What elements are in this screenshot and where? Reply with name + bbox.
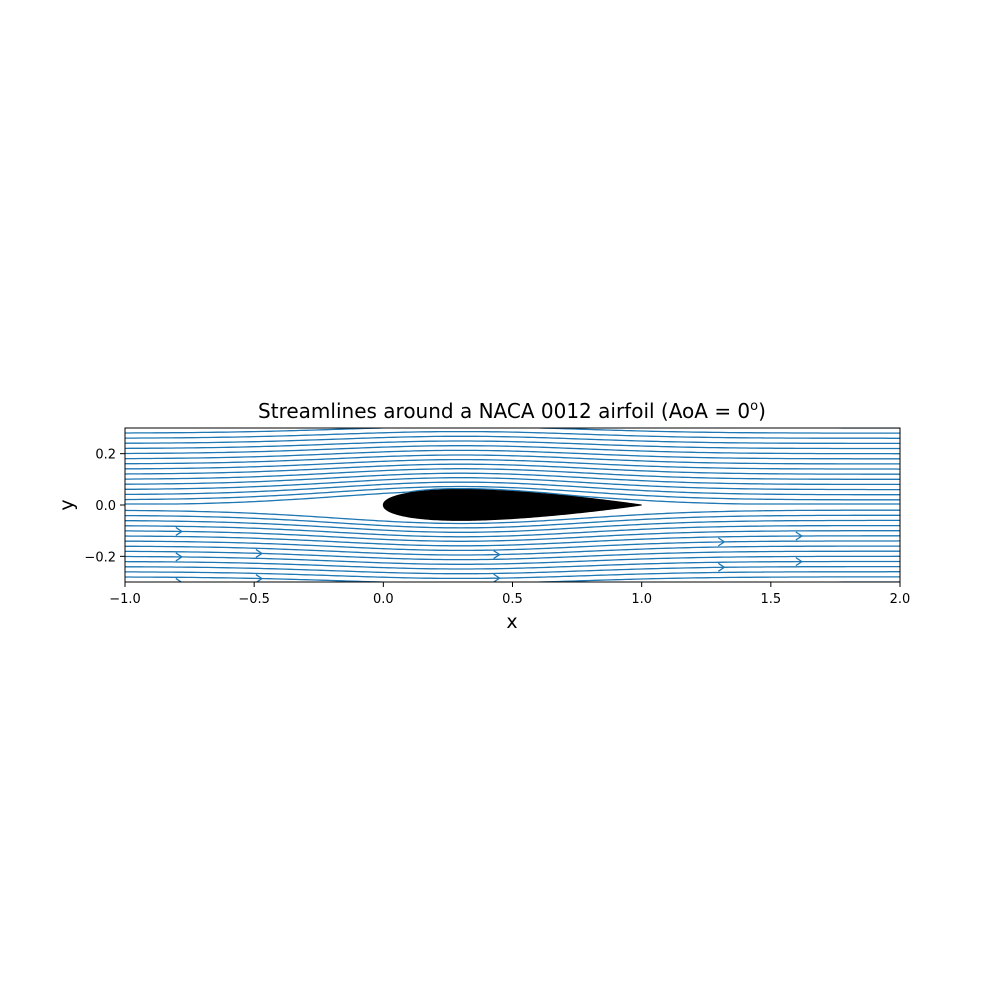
streamline bbox=[125, 481, 900, 496]
y-axis-label: y bbox=[56, 499, 78, 510]
streamline bbox=[125, 428, 900, 434]
streamlines bbox=[125, 428, 900, 582]
streamline bbox=[125, 524, 900, 538]
streamline-arrow bbox=[717, 562, 726, 572]
streamline bbox=[125, 477, 900, 491]
x-tick-label: −1.0 bbox=[109, 592, 141, 607]
streamline bbox=[125, 514, 900, 529]
plot-area bbox=[125, 428, 900, 582]
y-tick-label: 0.0 bbox=[95, 499, 116, 514]
streamline bbox=[125, 449, 900, 460]
streamline-arrow bbox=[795, 531, 804, 541]
streamline bbox=[125, 435, 900, 445]
streamline bbox=[125, 571, 900, 580]
x-axis: −1.0 −0.5 0.0 0.5 1.0 1.5 2.0 bbox=[109, 582, 910, 607]
streamline bbox=[125, 530, 900, 542]
x-tick-label: 0.0 bbox=[373, 592, 394, 607]
streamline-arrow bbox=[175, 552, 184, 562]
streamline bbox=[125, 545, 900, 556]
streamline bbox=[125, 535, 900, 547]
streamline-arrow bbox=[175, 526, 184, 537]
streamline-arrow bbox=[717, 537, 726, 547]
streamline bbox=[125, 560, 900, 570]
streamline-arrow bbox=[493, 573, 501, 582]
streamline-arrow bbox=[795, 557, 804, 567]
x-axis-label: x bbox=[506, 611, 517, 633]
streamline bbox=[125, 565, 900, 575]
streamline bbox=[125, 440, 900, 450]
streamline bbox=[125, 509, 900, 525]
streamline bbox=[125, 555, 900, 565]
x-tick-label: 0.5 bbox=[502, 592, 523, 607]
streamline-arrow bbox=[255, 574, 264, 582]
chart-title: Streamlines around a NACA 0012 airfoil (… bbox=[258, 399, 766, 423]
streamline bbox=[125, 550, 900, 561]
streamline bbox=[125, 487, 900, 505]
x-tick-label: 1.5 bbox=[760, 592, 781, 607]
streamline-arrow bbox=[493, 550, 501, 560]
x-tick-label: 2.0 bbox=[890, 592, 911, 607]
streamline bbox=[125, 463, 900, 475]
streamline bbox=[125, 430, 900, 439]
airfoil-shape bbox=[382, 489, 642, 521]
x-tick-label: −0.5 bbox=[238, 592, 270, 607]
streamline bbox=[125, 454, 900, 465]
streamline bbox=[125, 445, 900, 455]
y-tick-label: −0.2 bbox=[84, 550, 116, 565]
streamline bbox=[125, 485, 900, 501]
streamline bbox=[125, 468, 900, 480]
streamline bbox=[125, 576, 900, 582]
streamline-arrow bbox=[255, 548, 264, 559]
streamline bbox=[125, 519, 900, 533]
streamline bbox=[125, 472, 900, 486]
x-tick-label: 1.0 bbox=[631, 592, 652, 607]
streamline bbox=[125, 458, 900, 470]
y-tick-label: 0.2 bbox=[95, 448, 116, 463]
streamline-arrow bbox=[175, 577, 183, 582]
y-axis: −0.2 0.0 0.2 bbox=[84, 448, 125, 565]
streamline bbox=[125, 540, 900, 552]
